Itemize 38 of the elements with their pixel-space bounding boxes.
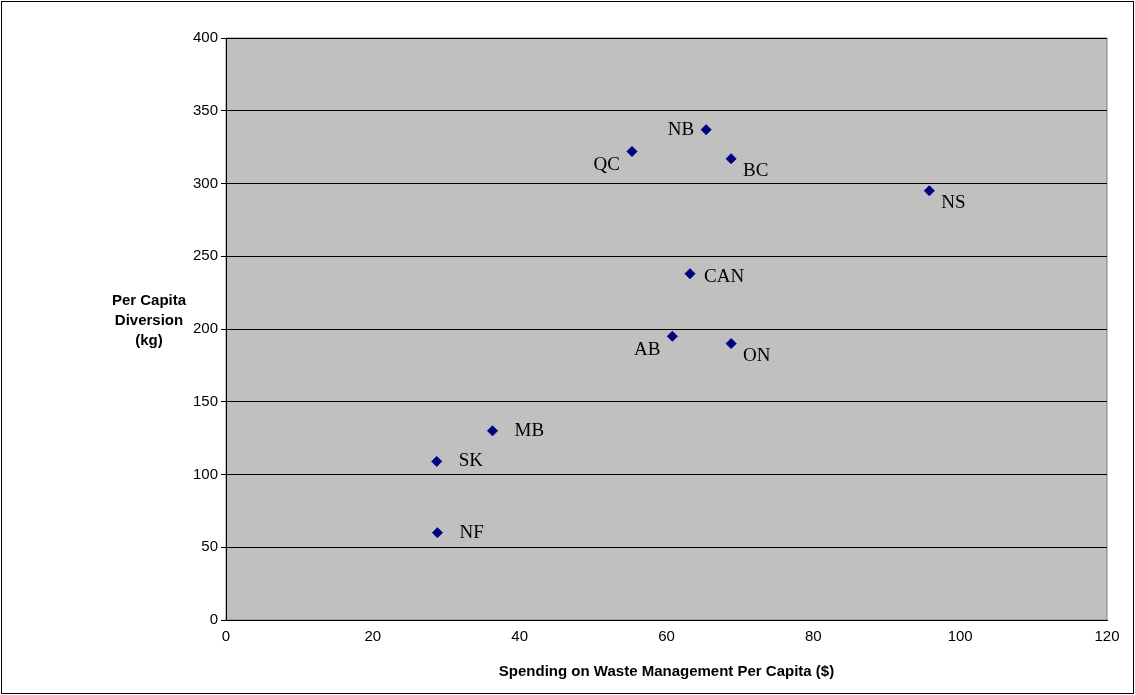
annotation: BC [743, 158, 769, 180]
annotation: SK [458, 449, 484, 471]
annotation: CAN [704, 264, 745, 286]
x-axis-title: Spending on Waste Management Per Capita ($) [498, 662, 835, 680]
y-tick-label: 0 [209, 610, 219, 628]
annotation: NS [941, 190, 966, 212]
annotation: NB [667, 117, 695, 139]
point [666, 330, 678, 342]
point [923, 185, 935, 197]
y-axis-title: Per Capita Diversion (kg) [111, 291, 187, 348]
point [626, 145, 638, 157]
point [725, 338, 737, 350]
annotation: ON [743, 343, 771, 365]
x-tick-label: 60 [658, 627, 675, 645]
y-tick-label: 50 [201, 537, 219, 555]
point [487, 425, 499, 437]
point [700, 124, 712, 136]
y-tick-label: 400 [193, 28, 219, 46]
y-tick-label: 100 [193, 464, 219, 482]
x-tick-label: 20 [364, 627, 382, 645]
point [725, 153, 737, 165]
annotation: NF [459, 520, 484, 542]
y-tick-label: 300 [193, 173, 219, 191]
y-tick-label: 250 [193, 246, 219, 264]
x-tick-label: 80 [805, 627, 822, 645]
y-tick-label: 350 [193, 100, 219, 118]
annotation: AB [633, 338, 661, 360]
annotation: MB [514, 418, 545, 440]
x-tick-label: 120 [1094, 627, 1120, 645]
annotation: QC [593, 153, 621, 175]
point [684, 268, 696, 280]
point [431, 455, 443, 467]
x-tick-label: 0 [221, 627, 231, 645]
x-tick-label: 40 [511, 627, 529, 645]
point [431, 527, 443, 539]
y-tick-label: 200 [193, 319, 219, 337]
x-tick-label: 100 [947, 627, 973, 645]
y-tick-label: 150 [193, 391, 219, 409]
